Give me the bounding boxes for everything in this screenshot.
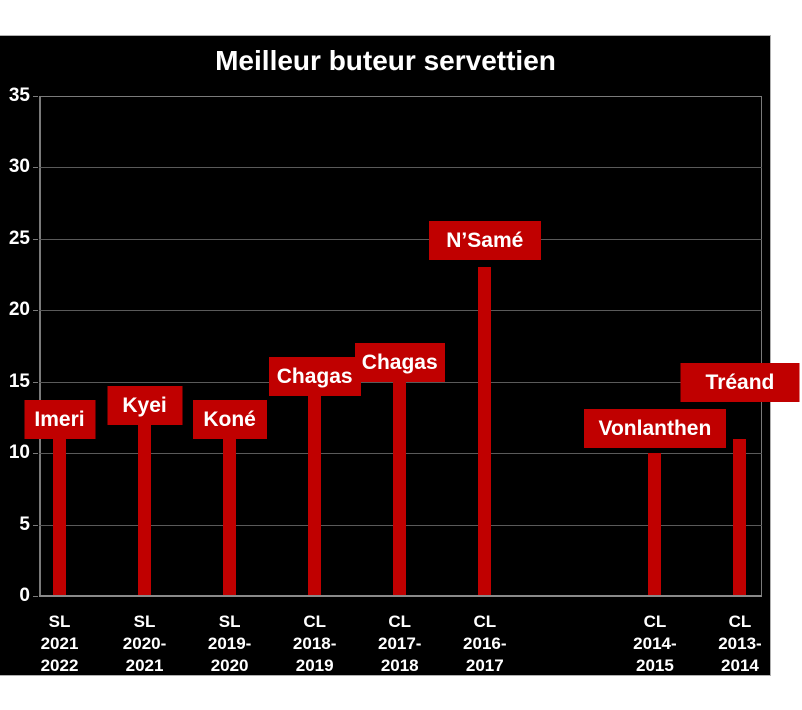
x-category-label-line: 2019- [207,634,252,653]
x-category-label-line: SL [48,612,71,631]
bar-label: Chagas [268,357,361,396]
x-category-label: SL 2020- 2021 [123,611,166,677]
x-category-label-line: 2018 [380,656,419,675]
bar-label: Tréand [680,362,800,402]
bar [308,396,322,596]
x-category-label: CL 2018- 2019 [293,611,336,677]
y-tick-label: 10 [8,442,30,464]
x-category-label-line: 2020 [210,656,249,675]
x-category-label-line: CL [643,612,667,631]
y-axis-tick [33,453,38,455]
x-category-label-line: 2021 [40,634,79,653]
y-tick-label: 15 [8,370,30,392]
x-category-label: SL 2019- 2020 [208,611,251,677]
y-axis-tick [33,524,38,526]
bar [733,438,747,596]
x-category-label-line: 2022 [40,656,79,675]
x-category-label-line: 2014- [633,634,677,653]
y-tick-label: 30 [8,156,30,178]
bar [138,424,152,596]
x-category-label-line: 2017- [377,634,422,653]
x-category-label-line: 2016- [463,634,507,653]
y-tick-label: 0 [19,585,30,606]
bar [393,381,407,596]
y-tick-label: 35 [8,85,30,106]
x-category-label-line: 2019 [295,656,334,675]
y-tick-label: 5 [19,513,30,535]
x-category-label: CL 2014- 2015 [633,611,676,677]
x-category-label: CL 2013- 2014 [718,611,761,677]
gridline [39,238,762,240]
bar [648,453,662,596]
y-axis-tick [33,310,38,312]
x-category-label-line: SL [218,612,241,631]
bar-label: Koné [192,399,267,439]
bar [478,267,492,596]
plot-area [39,96,762,596]
x-category-label-line: 2013- [718,634,762,653]
x-category-label-line: CL [388,612,412,631]
x-category-label-line: 2017 [465,656,504,675]
bar-label: Imeri [24,399,95,439]
bar-label: Chagas [354,342,445,382]
x-category-label-line: 2020- [122,634,167,653]
y-tick-label: 20 [8,299,30,321]
x-axis-line [39,595,762,597]
y-axis-tick [33,596,38,597]
y-axis-tick [33,238,38,240]
y-axis-tick [33,167,38,169]
y-axis-tick [33,381,38,383]
y-tick-label: 25 [8,227,30,249]
bar [223,438,237,596]
bar-label: Kyei [107,385,183,425]
x-category-label-line: 2018- [292,634,337,653]
x-category-label: CL 2016- 2017 [463,611,506,677]
x-category-label-line: SL [133,612,156,631]
x-category-label-line: 2014 [721,656,759,675]
gridline [39,310,762,312]
x-category-label: SL 2021 2022 [41,611,79,677]
x-category-label-line: 2021 [125,656,164,675]
bar [53,438,66,596]
chart-title: Meilleur buteur servettien [215,45,556,76]
x-category-label-line: CL [728,612,752,631]
x-category-label-line: CL [473,612,497,631]
y-axis-tick [33,96,38,97]
bar-label: Vonlanthen [583,409,726,449]
x-category-label: CL 2017- 2018 [378,611,421,677]
bar-label: N’Samé [428,221,541,261]
x-category-label-line: CL [303,612,327,631]
x-category-label-line: 2015 [635,656,674,675]
gridline [39,167,762,169]
